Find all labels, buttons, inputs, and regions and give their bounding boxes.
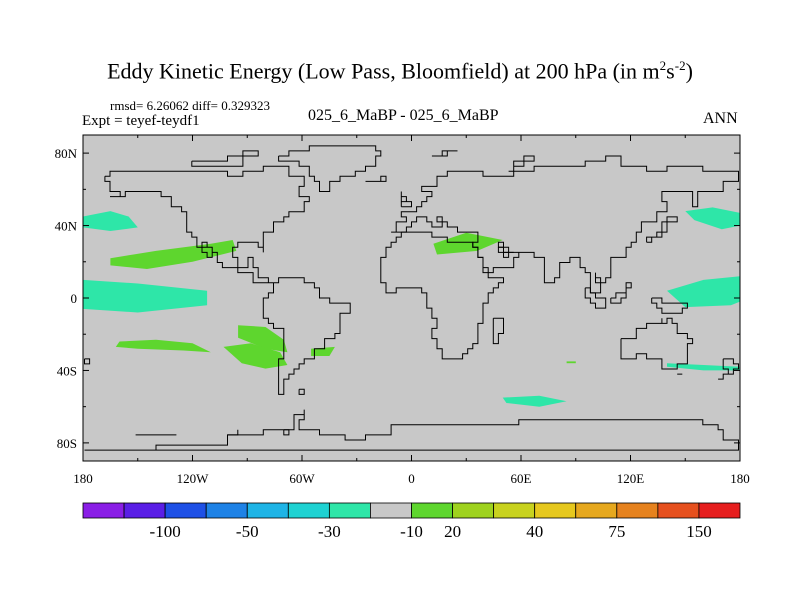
colorbar-label: -100 [150, 522, 181, 541]
colorbar-label: 40 [526, 522, 543, 541]
coast-australia [620, 317, 694, 370]
chart-title: Eddy Kinetic Energy (Low Pass, Bloomfiel… [0, 58, 800, 84]
region-africa-pos [433, 232, 503, 255]
colorbar-label: -50 [236, 522, 259, 541]
coast-small-island-1 [227, 429, 239, 436]
x-tick-label: 120E [617, 471, 645, 486]
chart-title-text: Eddy Kinetic Energy (Low Pass, Bloomfiel… [107, 58, 660, 84]
region-aus-neg [667, 363, 740, 371]
region-npac-east-neg [685, 207, 740, 230]
region-south-ind-neg [502, 395, 567, 407]
colorbar-label: -30 [318, 522, 341, 541]
case-label: 025_6_MaBP - 025_6_MaBP [308, 107, 499, 124]
region-eq-pac-east-neg [667, 276, 740, 308]
coast-borneo [610, 282, 632, 304]
colorbar-label: 150 [686, 522, 712, 541]
coast-svalbard [431, 150, 458, 157]
expt-label: Expt = teyef-teydf1 [82, 113, 200, 129]
y-axis: 80N 40N 0 40S 80S [55, 146, 740, 451]
y-tick-label: 80S [57, 436, 77, 451]
colorbar-swatch [616, 502, 659, 519]
y-tick-label: 80N [55, 146, 78, 161]
colorbar-swatch [123, 502, 166, 519]
x-axis: 180 120W 60W 0 60E 120E 180 [73, 135, 750, 486]
coast-falklands [298, 388, 305, 395]
coast-iceland [365, 175, 387, 182]
colorbar-swatch [575, 502, 618, 519]
stats-label: rmsd= 6.26062 diff= 0.329323 [110, 98, 270, 113]
season-label: ANN [703, 110, 738, 127]
colorbar-swatch [328, 502, 371, 519]
y-tick-label: 0 [71, 291, 78, 306]
colorbar-label: 75 [608, 522, 625, 541]
x-tick-label: 60W [289, 471, 315, 486]
coast-japan [646, 216, 678, 243]
colorbar-swatch [452, 502, 495, 519]
x-tick-label: 180 [730, 471, 750, 486]
coast-kerguelen [84, 358, 91, 365]
colorbar-label: 20 [444, 522, 461, 541]
coast-arabia-sea-gulf [497, 246, 514, 258]
colorbar-swatch [287, 502, 330, 519]
coast-greenland [278, 145, 382, 192]
coastlines [84, 145, 739, 451]
region-indian-pos-speck [566, 361, 576, 364]
colorbar-swatch [205, 502, 248, 519]
colorbar-swatch [82, 502, 125, 519]
colorbar: -100 -50 -30 -10 20 40 75 150 [82, 502, 741, 541]
x-tick-label: 180 [73, 471, 93, 486]
coast-novaya-zemlya [508, 155, 535, 172]
x-tick-label: 60E [511, 471, 532, 486]
coast-south-america [262, 277, 351, 395]
coast-madagascar [492, 317, 504, 345]
coast-north-america [104, 165, 310, 284]
title-close-paren: ) [685, 58, 693, 84]
coast-eurasia [391, 155, 739, 294]
coast-new-guinea [651, 297, 688, 314]
colorbar-swatch [493, 502, 536, 519]
coast-new-zealand [718, 358, 739, 380]
colorbar-swatch [411, 502, 453, 519]
y-tick-label: 40N [55, 219, 78, 234]
colorbar-swatch [164, 502, 207, 519]
region-eq-pac-west-neg [83, 279, 208, 313]
region-sh-pac-pos-3 [223, 343, 288, 369]
region-sh-pac-pos-2 [238, 325, 288, 353]
y-tick-label: 40S [57, 363, 77, 378]
coast-sumatra [584, 287, 607, 309]
x-tick-label: 0 [408, 471, 415, 486]
colorbar-swatch [657, 502, 700, 519]
coast-uk [400, 191, 412, 208]
colorbar-label: -10 [400, 522, 423, 541]
unit-seconds: s [666, 58, 675, 84]
coast-arctic-islands [191, 150, 259, 167]
x-tick-label: 120W [177, 471, 210, 486]
coast-ross-island [283, 429, 290, 436]
coast-antarctica [84, 409, 739, 451]
unit-exponent-1: 2 [659, 58, 667, 73]
colorbar-swatch [698, 502, 741, 519]
colorbar-swatch [246, 502, 289, 519]
region-npac-west-neg [83, 211, 138, 231]
colorbar-swatch [534, 502, 577, 519]
coast-africa [380, 231, 504, 360]
region-sh-pac-pos-1 [115, 339, 211, 353]
unit-exponent-2: -2 [674, 58, 686, 73]
colorbar-swatch [370, 502, 412, 519]
